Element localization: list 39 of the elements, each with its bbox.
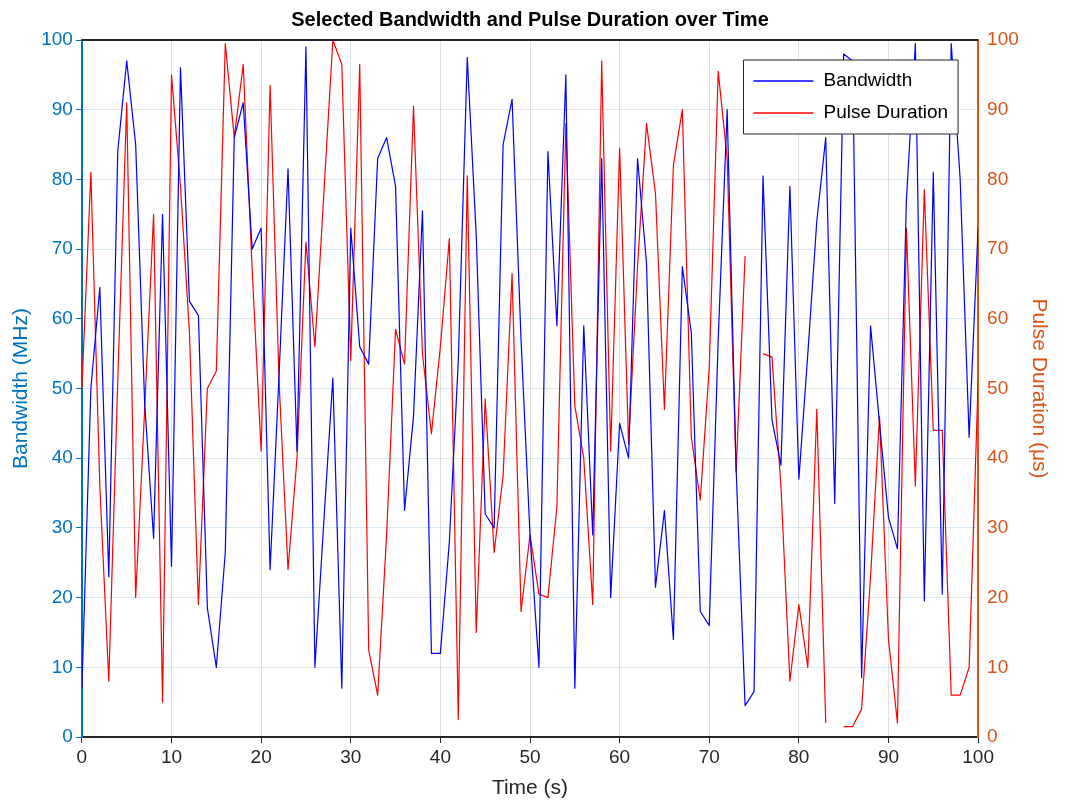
y-tick-label: 50 xyxy=(51,376,73,398)
y2-tick-label: 70 xyxy=(987,237,1009,259)
y-tick-label: 40 xyxy=(51,446,73,468)
y-tick-label: 80 xyxy=(51,167,73,189)
y-tick-label: 70 xyxy=(51,237,73,259)
x-tick-label: 0 xyxy=(76,745,88,767)
y2-axis-title: Pulse Duration (μs) xyxy=(1028,298,1052,479)
x-tick-label: 40 xyxy=(429,745,451,767)
y-tick-label: 100 xyxy=(41,28,73,50)
x-axis-title: Time (s) xyxy=(491,775,569,799)
y2-tick-label: 0 xyxy=(987,725,998,747)
y2-tick-label: 10 xyxy=(987,655,1009,677)
x-tick-label: 70 xyxy=(698,745,720,767)
y2-tick-label: 20 xyxy=(987,585,1009,607)
y2-tick-label: 80 xyxy=(987,167,1009,189)
y-tick-label: 30 xyxy=(51,516,73,538)
x-tick-label: 10 xyxy=(160,745,183,767)
y2-tick-label: 30 xyxy=(987,516,1009,538)
x-tick-label: 50 xyxy=(519,745,541,767)
y2-tick-label: 90 xyxy=(987,97,1009,119)
x-tick-label: 80 xyxy=(788,745,810,767)
chart-title: Selected Bandwidth and Pulse Duration over Time xyxy=(291,7,769,30)
y2-tick-label: 40 xyxy=(987,446,1009,468)
y-tick-label: 90 xyxy=(51,97,73,119)
y2-tick-label: 100 xyxy=(987,28,1019,50)
y-tick-label: 0 xyxy=(62,725,73,747)
y2-tick-label: 50 xyxy=(987,376,1009,398)
x-tick-label: 60 xyxy=(609,745,631,767)
y-tick-label: 20 xyxy=(51,585,73,607)
y-tick-label: 60 xyxy=(51,307,73,329)
y2-tick-label: 60 xyxy=(987,307,1009,329)
legend-label: Bandwidth xyxy=(823,69,913,91)
legend-label: Pulse Duration xyxy=(823,101,949,123)
x-tick-label: 20 xyxy=(250,745,272,767)
y-tick-label: 10 xyxy=(51,655,73,677)
x-tick-label: 100 xyxy=(962,745,994,767)
x-tick-label: 30 xyxy=(340,745,362,767)
y-axis-title: Bandwidth (MHz) xyxy=(8,307,32,470)
x-tick-label: 90 xyxy=(877,745,900,767)
